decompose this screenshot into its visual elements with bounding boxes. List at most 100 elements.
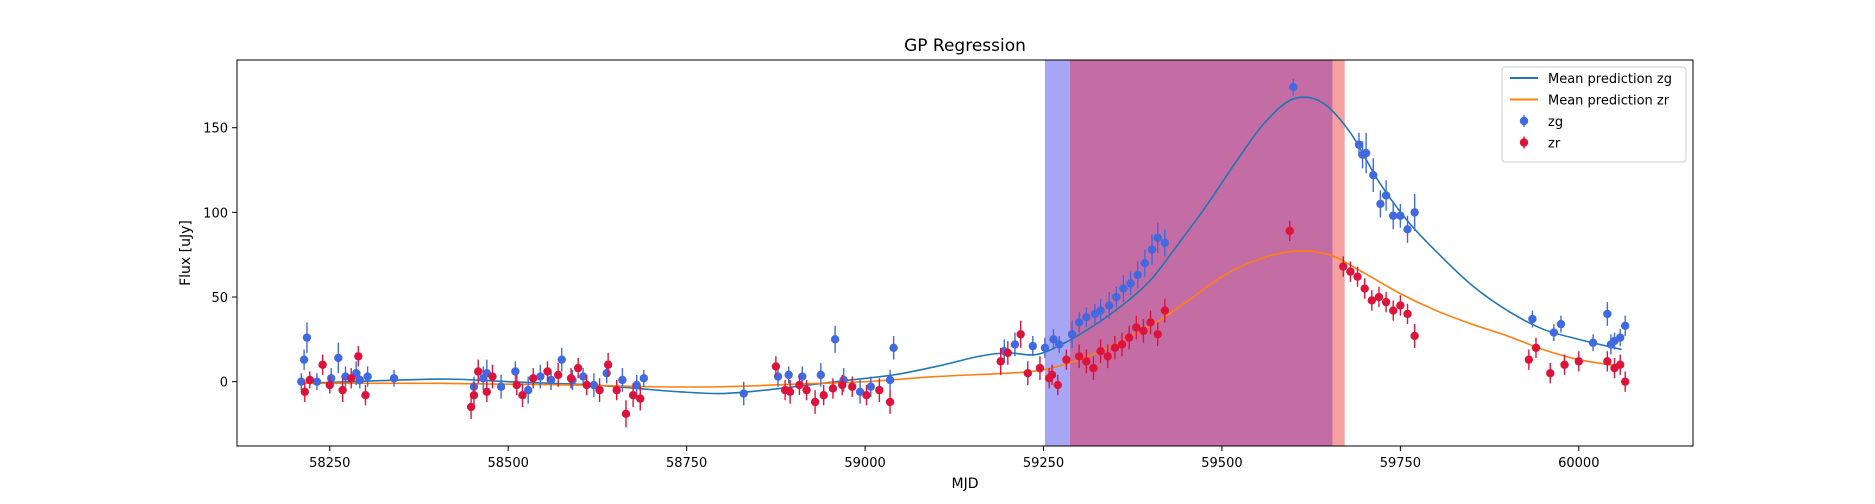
data-point [334,354,342,362]
data-point [326,381,334,389]
data-point [470,391,478,399]
legend-label: Mean prediction zr [1548,94,1670,109]
data-point [1132,323,1140,331]
data-point [1024,369,1032,377]
data-point [603,369,611,377]
y-tick-label: 100 [203,206,228,221]
data-point [1546,369,1554,377]
data-point [875,386,883,394]
data-point [483,388,491,396]
data-point [1082,357,1090,365]
data-point [1146,318,1154,326]
data-point [1148,245,1156,253]
legend-marker-swatch [1520,138,1528,146]
data-point [1118,340,1126,348]
data-point [583,381,591,389]
data-point [629,391,637,399]
data-point [1105,301,1113,309]
data-point [613,386,621,394]
legend-label: zr [1548,137,1561,152]
data-point [313,377,321,385]
data-point [795,381,803,389]
data-point [1104,352,1112,360]
data-point [554,371,562,379]
data-point [488,372,496,380]
line-series-0 [301,97,1621,394]
data-point [1154,330,1162,338]
data-point [1029,342,1037,350]
data-point [301,388,309,396]
data-point [390,374,398,382]
data-point [1389,306,1397,314]
data-point [1075,352,1083,360]
point-series-zr [301,221,1630,428]
data-point [303,333,311,341]
data-point [363,372,371,380]
data-point [1403,310,1411,318]
data-point [1048,371,1056,379]
x-tick-label: 58500 [488,456,529,471]
data-point [1141,259,1149,267]
data-point [1403,225,1411,233]
data-point [831,335,839,343]
data-point [618,376,626,384]
data-point [536,372,544,380]
data-point [1603,310,1611,318]
data-point [1557,320,1565,328]
data-point [1075,318,1083,326]
data-point [347,374,355,382]
data-point [785,371,793,379]
data-point [1575,357,1583,365]
x-tick-label: 58750 [666,456,707,471]
data-point [1016,330,1024,338]
data-point [1375,293,1383,301]
data-point [867,383,875,391]
data-point [1055,340,1063,348]
data-point [1339,262,1347,270]
data-point [356,376,364,384]
data-point [1096,347,1104,355]
data-point [889,344,897,352]
data-point [518,391,526,399]
y-tick-label: 150 [203,122,228,137]
data-point [1410,208,1418,216]
data-point [1134,271,1142,279]
data-point [1062,355,1070,363]
data-point [1528,315,1536,323]
data-point [1382,191,1390,199]
x-tick-label: 59500 [1201,456,1242,471]
data-point [1376,200,1384,208]
x-axis-label: MJD [952,476,979,492]
data-point [772,362,780,370]
data-point [529,374,537,382]
shaded-region-1 [1070,60,1333,446]
data-point [1368,296,1376,304]
data-point [848,383,856,391]
data-point [819,391,827,399]
data-point [1396,212,1404,220]
data-point [300,355,308,363]
data-point [1353,273,1361,281]
data-point [1112,293,1120,301]
data-point [838,381,846,389]
legend-label: zg [1548,115,1563,130]
data-point [774,372,782,380]
y-tick-label: 50 [211,291,228,306]
data-point [886,376,894,384]
data-point [802,386,810,394]
data-point [636,394,644,402]
data-point [1525,355,1533,363]
point-series-zg [297,79,1629,406]
x-tick-label: 59000 [844,456,885,471]
y-axis-ticks: 0 50 100 150 [203,122,237,391]
x-tick-label: 59750 [1380,456,1421,471]
data-point [1550,328,1558,336]
data-point [306,376,314,384]
data-point [640,374,648,382]
data-point [1382,298,1390,306]
data-point [622,410,630,418]
data-point [1096,306,1104,314]
data-point [1603,357,1611,365]
data-point [1011,340,1019,348]
